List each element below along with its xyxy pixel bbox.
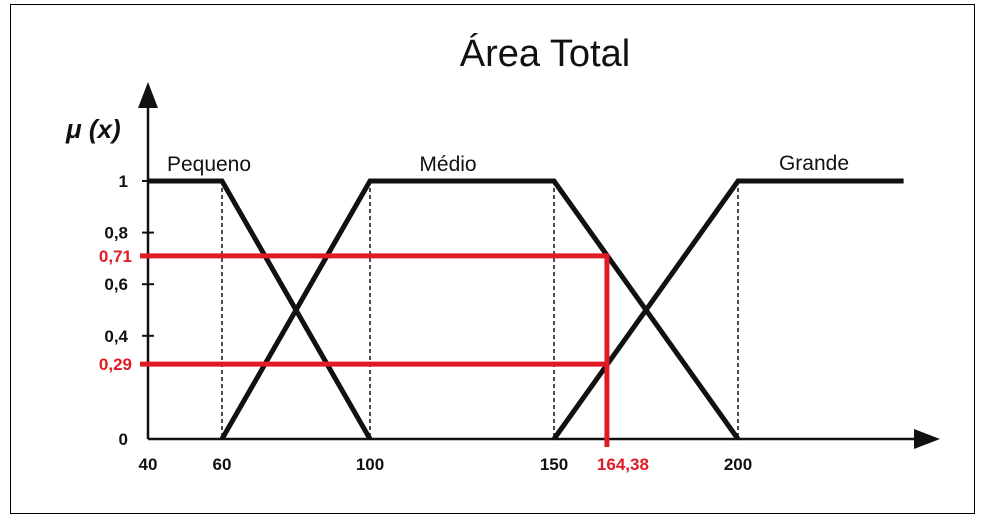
chart-title: Área Total <box>460 32 630 75</box>
series-label-médio: Médio <box>419 153 476 176</box>
series-line-grande <box>551 178 904 441</box>
chart-frame <box>10 4 975 514</box>
highlight-x-label: 164,38 <box>597 455 649 474</box>
series-line-pequeno <box>148 178 373 441</box>
x-tick-label: 60 <box>213 455 232 474</box>
x-axis-arrow <box>914 429 940 449</box>
highlight-level-label: 0,71 <box>99 247 132 266</box>
x-tick-label: 100 <box>356 455 384 474</box>
series-label-grande: Grande <box>779 152 849 175</box>
y-axis-arrow <box>138 82 158 108</box>
series-label-pequeno: Pequeno <box>167 153 251 176</box>
x-tick-label: 40 <box>139 455 158 474</box>
series-line-médio <box>219 178 741 441</box>
x-tick-label: 150 <box>540 455 568 474</box>
highlight-level-label: 0,29 <box>99 355 132 374</box>
y-tick-label: 0,4 <box>104 327 128 346</box>
y-axis-label: μ (x) <box>65 114 121 144</box>
y-tick-label: 1 <box>119 172 128 191</box>
y-tick-label: 0 <box>119 430 128 449</box>
y-tick-label: 0,8 <box>104 224 128 243</box>
x-tick-label: 200 <box>724 455 752 474</box>
y-tick-label: 0,6 <box>104 275 128 294</box>
